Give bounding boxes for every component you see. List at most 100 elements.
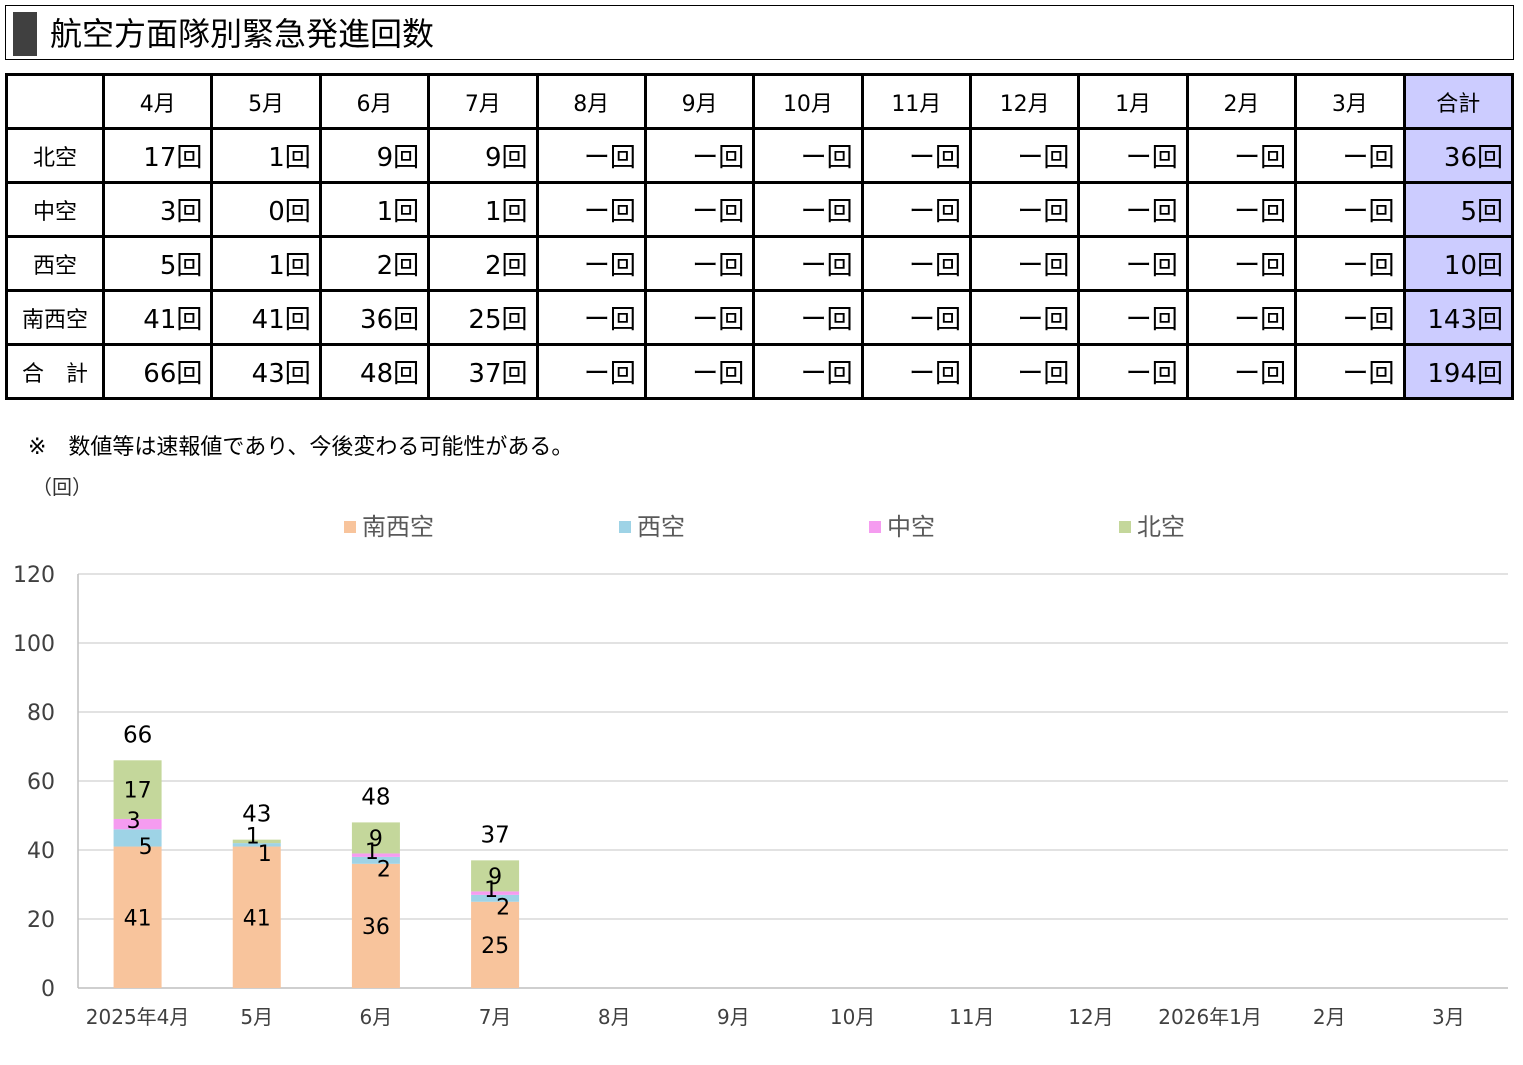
count-cell: ー回 xyxy=(1077,181,1189,238)
y-tick-label: 80 xyxy=(27,701,55,726)
row-label: 西空 xyxy=(5,235,105,292)
count-cell: ー回 xyxy=(643,289,756,346)
x-tick-label: 5月 xyxy=(240,1005,273,1029)
data-note: ※ 数値等は速報値であり、今後変わる可能性がある。 xyxy=(28,435,574,460)
count-cell: 1回 xyxy=(318,181,431,238)
month-header: 2月 xyxy=(1185,73,1298,130)
total-label: 48 xyxy=(361,784,390,810)
month-header: 12月 xyxy=(968,73,1081,130)
count-cell: ー回 xyxy=(860,181,973,238)
count-cell: ー回 xyxy=(1294,181,1406,238)
row-total-cell: 143回 xyxy=(1402,289,1514,346)
count-cell: ー回 xyxy=(535,181,647,238)
bar-segment xyxy=(351,863,400,988)
legend-label: 中空 xyxy=(887,513,935,541)
count-cell: ー回 xyxy=(860,127,973,184)
bar-segment xyxy=(471,894,520,902)
data-label: 25 xyxy=(481,934,509,959)
bar-segment xyxy=(471,891,520,895)
count-cell: 48回 xyxy=(318,343,431,400)
count-cell: 2回 xyxy=(427,235,539,292)
data-label: 2 xyxy=(496,895,510,920)
data-label: 41 xyxy=(124,906,152,931)
count-cell: 3回 xyxy=(101,181,214,238)
row-label: 北空 xyxy=(5,127,105,184)
data-label: 41 xyxy=(243,906,271,931)
count-cell: ー回 xyxy=(1294,343,1406,400)
data-label: 1 xyxy=(484,878,498,903)
count-cell: ー回 xyxy=(860,235,973,292)
total-header: 合計 xyxy=(1402,73,1514,130)
title-box: 航空方面隊別緊急発進回数 xyxy=(5,5,1514,60)
count-cell: ー回 xyxy=(1294,289,1406,346)
row-total-cell: 10回 xyxy=(1402,235,1514,292)
month-header: 1月 xyxy=(1077,73,1189,130)
count-cell: ー回 xyxy=(1185,343,1298,400)
count-cell: 5回 xyxy=(101,235,214,292)
x-tick-label: 2月 xyxy=(1313,1005,1346,1029)
bar-segment xyxy=(351,822,400,854)
month-header: 7月 xyxy=(427,73,539,130)
count-cell: ー回 xyxy=(968,181,1081,238)
data-label: 5 xyxy=(139,835,153,860)
bar-segment xyxy=(113,846,162,988)
x-tick-label: 12月 xyxy=(1068,1005,1113,1029)
count-cell: ー回 xyxy=(1185,127,1298,184)
count-cell: 41回 xyxy=(101,289,214,346)
total-label: 43 xyxy=(242,802,271,828)
count-cell: 17回 xyxy=(101,127,214,184)
count-cell: ー回 xyxy=(643,127,756,184)
data-label: 1 xyxy=(246,824,260,849)
count-cell: ー回 xyxy=(1077,343,1189,400)
count-cell: ー回 xyxy=(1077,127,1189,184)
count-cell: ー回 xyxy=(860,343,973,400)
data-label: 9 xyxy=(369,827,383,852)
x-tick-label: 7月 xyxy=(479,1005,512,1029)
legend-label: 南西空 xyxy=(362,513,434,541)
scramble-table: 4月 5月 6月 7月 8月 9月 10月 11月 12月 1月 2月 3月 合計 北空 17回 1回 9回 9… xyxy=(5,73,1514,400)
count-cell: ー回 xyxy=(1294,235,1406,292)
count-cell: 43回 xyxy=(210,343,322,400)
x-tick-label: 6月 xyxy=(360,1005,393,1029)
bar-segment xyxy=(351,853,400,857)
count-cell: ー回 xyxy=(535,343,647,400)
count-cell: ー回 xyxy=(968,127,1081,184)
bar-segment xyxy=(351,856,400,864)
count-cell: ー回 xyxy=(1077,289,1189,346)
y-tick-label: 100 xyxy=(13,632,55,657)
month-header: 3月 xyxy=(1294,73,1406,130)
bar-segment xyxy=(471,901,520,988)
x-tick-label: 9月 xyxy=(717,1005,750,1029)
count-cell: ー回 xyxy=(968,235,1081,292)
legend-label: 北空 xyxy=(1137,513,1185,541)
count-cell: 41回 xyxy=(210,289,322,346)
legend-swatch xyxy=(344,521,356,533)
data-label: 2 xyxy=(377,857,391,882)
row-total-cell: 36回 xyxy=(1402,127,1514,184)
month-header: 4月 xyxy=(101,73,214,130)
count-cell: ー回 xyxy=(1185,289,1298,346)
legend-label: 西空 xyxy=(637,513,685,541)
total-label: 37 xyxy=(480,822,509,848)
count-cell: ー回 xyxy=(968,289,1081,346)
month-header: 5月 xyxy=(210,73,322,130)
count-cell: 2回 xyxy=(318,235,431,292)
bar-segment xyxy=(113,760,162,819)
x-tick-label: 2026年1月 xyxy=(1158,1005,1262,1029)
row-label: 中空 xyxy=(5,181,105,238)
month-header: 10月 xyxy=(752,73,864,130)
count-cell: ー回 xyxy=(1294,127,1406,184)
count-cell: ー回 xyxy=(968,343,1081,400)
count-cell: 9回 xyxy=(318,127,431,184)
count-cell: ー回 xyxy=(643,343,756,400)
y-tick-label: 0 xyxy=(41,977,55,1002)
bar-segment xyxy=(232,843,281,847)
data-label: 1 xyxy=(365,840,379,865)
y-unit-label: （回） xyxy=(32,475,92,499)
y-tick-label: 20 xyxy=(27,908,55,933)
count-cell: ー回 xyxy=(752,181,864,238)
table-row: 北空 17回 1回 9回 9回 ー回 ー回 ー回 ー回 ー回 ー回 ー回 ー回 36回 xyxy=(5,127,1514,184)
count-cell: ー回 xyxy=(752,289,864,346)
count-cell: ー回 xyxy=(643,235,756,292)
count-cell: 9回 xyxy=(427,127,539,184)
